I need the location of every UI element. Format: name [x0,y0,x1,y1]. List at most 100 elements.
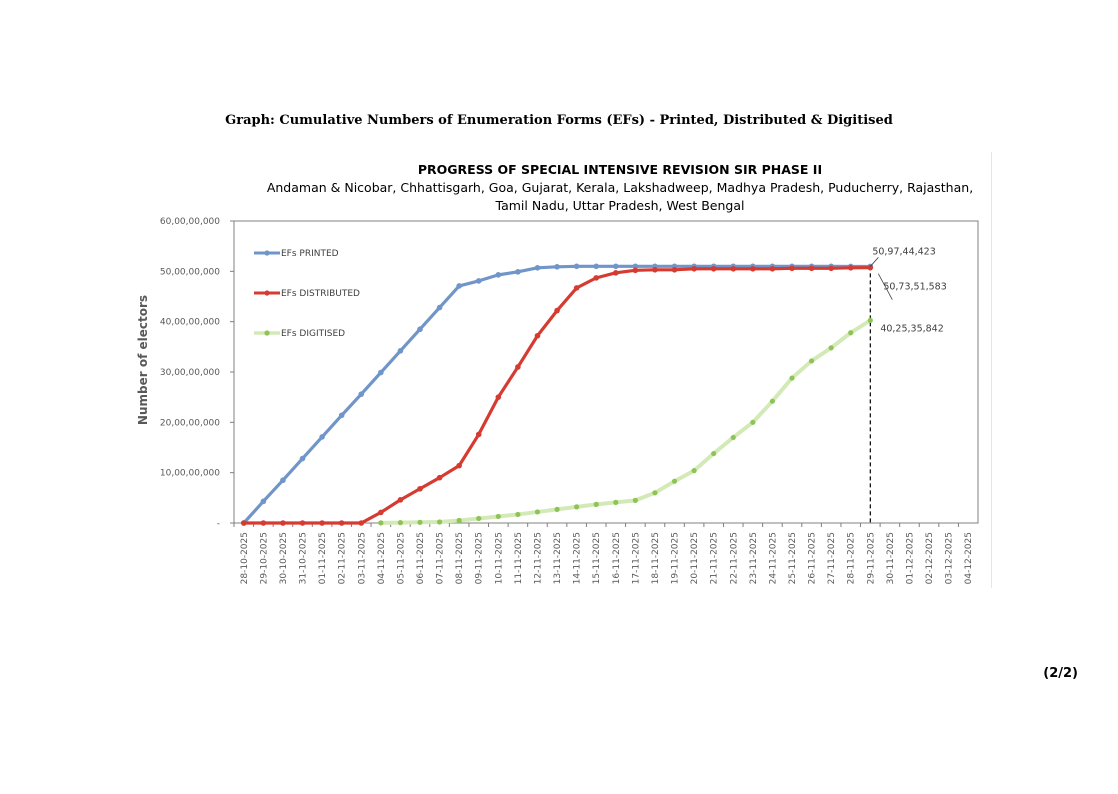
data-point-digitised [789,375,795,381]
data-point-digitised [417,519,423,525]
y-tick-label: 20,00,00,000 [160,418,220,428]
x-tick-label: 14-11-2025 [573,532,583,584]
data-point-digitised [671,478,678,484]
data-point-distributed [593,275,600,281]
data-point-distributed [691,266,697,272]
chart-subtitle-line-1: Andaman & Nicobar, Chhattisgarh, Goa, Gu… [267,180,973,195]
data-point-distributed [358,520,365,526]
legend-label: EFs PRINTED [281,249,339,259]
x-tick-label: 23-11-2025 [749,532,759,584]
x-tick-label: 25-11-2025 [788,532,798,584]
x-tick-label: 01-12-2025 [905,532,915,584]
data-point-distributed [240,520,247,526]
data-point-digitised [691,468,697,474]
y-tick-label: - [217,519,220,529]
annotation-leader [877,273,893,300]
legend-label: EFs DIGITISED [281,329,345,339]
data-point-distributed [260,520,267,526]
annotation-distributed: 50,73,51,583 [883,282,946,293]
data-point-digitised [397,520,404,526]
data-point-digitised [613,499,619,505]
x-tick-label: 07-11-2025 [436,532,446,584]
x-tick-label: 17-11-2025 [631,532,641,584]
data-point-digitised [515,511,521,518]
x-tick-label: 11-11-2025 [514,532,524,584]
data-point-digitised [867,317,873,323]
data-point-distributed [710,266,717,272]
data-point-distributed [436,474,443,481]
data-point-printed [593,263,600,270]
data-point-distributed [867,264,874,271]
annotation-printed: 50,97,44,423 [872,246,935,257]
data-point-digitised [436,519,443,525]
data-point-printed [280,477,286,484]
y-axis-ticks: - 10,00,00,000 20,00,00,000 30,00,00,000 40,… [160,217,234,529]
data-point-distributed [515,364,521,370]
annotation-leader [870,257,879,267]
data-point-digitised [848,330,854,336]
data-point-digitised [750,419,756,425]
data-point-printed [554,264,560,270]
data-point-distributed [789,265,795,272]
data-point-distributed [769,266,776,272]
data-point-distributed [397,497,404,503]
data-point-distributed [847,265,854,271]
x-tick-label: 04-12-2025 [964,532,974,584]
y-tick-label: 50,00,00,000 [160,267,220,277]
data-point-printed [358,391,365,397]
data-point-distributed [828,265,834,272]
data-point-printed [475,278,482,284]
data-point-printed [436,304,443,311]
data-point-printed [534,265,541,271]
x-tick-label: 12-11-2025 [533,532,543,584]
x-tick-label: 02-11-2025 [338,532,348,584]
x-tick-label: 24-11-2025 [768,532,778,584]
data-point-printed [260,498,267,505]
data-point-digitised [652,490,658,496]
y-tick-label: 30,00,00,000 [160,368,220,378]
data-point-distributed [280,520,286,526]
data-point-distributed [338,520,345,526]
page-number: (2/2) [1043,666,1078,681]
x-tick-label: 10-11-2025 [494,532,504,584]
x-tick-label: 01-11-2025 [318,532,328,584]
x-tick-label: 28-10-2025 [240,532,250,584]
legend-swatch-marker [264,330,270,336]
document-heading: Graph: Cumulative Numbers of Enumeration… [225,113,893,128]
data-point-distributed [632,267,639,274]
data-point-distributed [730,266,737,272]
data-point-printed [632,263,639,270]
data-point-digitised [730,434,736,441]
data-point-digitised [534,509,541,515]
y-tick-label: 60,00,00,000 [160,217,220,227]
annotations: 50,97,44,423 50,73,51,583 40,25,35,842 [870,246,947,334]
chart-title: PROGRESS OF SPECIAL INTENSIVE REVISION S… [418,162,822,177]
data-point-digitised [456,517,462,524]
data-point-distributed [750,266,756,272]
data-point-distributed [573,285,580,291]
x-tick-label: 28-11-2025 [847,532,857,584]
x-tick-label: 13-11-2025 [553,532,563,584]
data-point-distributed [319,520,325,526]
data-point-digitised [554,506,560,513]
x-tick-label: 03-11-2025 [357,532,367,584]
data-point-distributed [554,307,560,314]
data-point-printed [319,434,325,440]
data-point-digitised [828,345,834,351]
data-point-digitised [495,513,501,520]
x-tick-label: 15-11-2025 [592,532,602,584]
data-point-digitised [378,520,384,526]
series-line-digitised [378,318,873,525]
x-tick-label: 03-12-2025 [945,532,955,584]
x-tick-label: 04-11-2025 [377,532,387,584]
x-tick-label: 18-11-2025 [651,532,661,584]
data-point-digitised [711,450,717,457]
legend-label: EFs DISTRIBUTED [281,289,360,299]
data-point-distributed [652,267,658,273]
data-point-digitised [476,515,482,522]
x-tick-label: 29-10-2025 [259,532,269,584]
chart-subtitle-line-2: Tamil Nadu, Uttar Pradesh, West Bengal [495,198,745,213]
x-tick-label: 05-11-2025 [396,532,406,584]
x-tick-label: 09-11-2025 [475,532,485,584]
data-point-printed [397,348,404,354]
